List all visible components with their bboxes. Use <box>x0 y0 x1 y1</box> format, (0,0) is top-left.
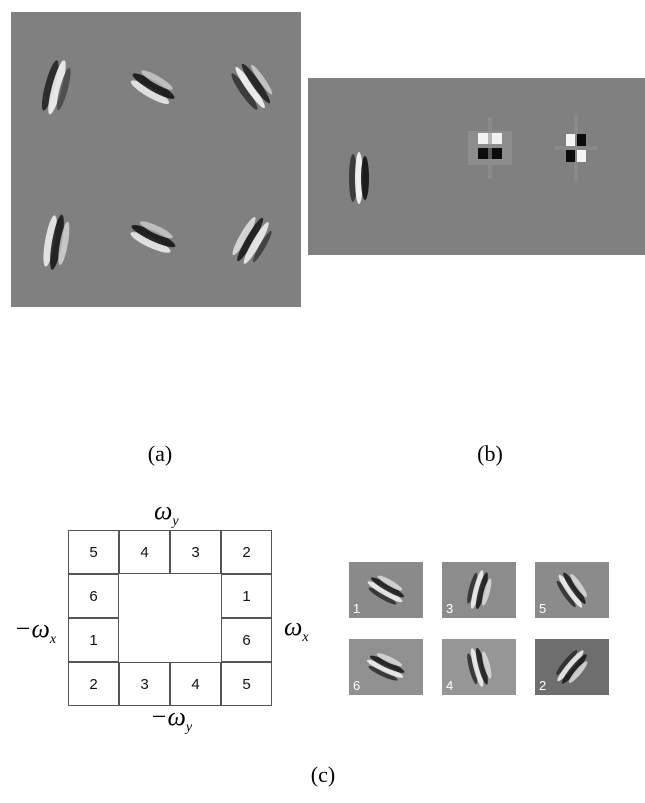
filter-thumbnail-1: 1 <box>349 562 423 618</box>
grid-cell: 5 <box>68 530 119 574</box>
filter-thumbnail-3: 3 <box>442 562 516 618</box>
grid-center <box>119 574 221 662</box>
grid-cell: 2 <box>68 662 119 706</box>
grid-cell: 3 <box>170 530 221 574</box>
caption-a: (a) <box>147 441 173 466</box>
thumbnail-label: 5 <box>539 601 547 616</box>
gabor-thumbnail-icon <box>467 647 492 687</box>
gabor-thumbnail-icon <box>366 653 405 681</box>
gabor-filter-a4 <box>43 214 70 270</box>
gabor-thumbnail-icon <box>367 575 405 605</box>
grid-cell: 5 <box>221 662 272 706</box>
horizontal-filter-b2 <box>468 117 512 179</box>
caption-b: (b) <box>477 441 503 466</box>
grid-cell: 3 <box>119 662 170 706</box>
grid-cell: 6 <box>68 574 119 618</box>
vertical-filter-b1 <box>349 152 369 204</box>
caption-c: (c) <box>310 762 336 787</box>
checker-filter-b3 <box>554 115 598 181</box>
filter-thumbnail-4: 4 <box>442 639 516 695</box>
gabor-thumbnail-icon <box>467 570 492 610</box>
grid-cell: 1 <box>221 574 272 618</box>
gabor-filter-a1 <box>41 60 71 115</box>
grid-cell: 1 <box>68 618 119 662</box>
thumbnail-label: 6 <box>353 678 361 693</box>
grid-cell: 4 <box>170 662 221 706</box>
axis-label-omega-x: ωx <box>284 612 309 646</box>
thumbnail-label: 2 <box>539 678 547 693</box>
thumbnail-label: 4 <box>446 678 454 693</box>
axis-label-neg-omega-x: −ωx <box>14 614 57 648</box>
filter-thumbnail-5: 5 <box>535 562 609 618</box>
gabor-filter-a6 <box>232 216 272 264</box>
filter-thumbnail-6: 6 <box>349 639 423 695</box>
axis-label-neg-omega-y: −ωy <box>150 702 193 736</box>
panel-b-filters <box>308 78 645 255</box>
thumbnail-label: 3 <box>446 601 454 616</box>
gabor-filter-a2 <box>130 70 175 105</box>
filter-thumbnail-2: 2 <box>535 639 609 695</box>
grid-cell: 2 <box>221 530 272 574</box>
panel-a-filters <box>11 12 301 307</box>
thumbnail-label: 1 <box>353 601 361 616</box>
gabor-thumbnail-icon <box>556 650 588 684</box>
gabor-filter-a3 <box>231 63 273 110</box>
grid-cell: 6 <box>221 618 272 662</box>
axis-label-omega-y: ωy <box>154 496 179 530</box>
gabor-filter-a5 <box>130 221 176 253</box>
grid-cell: 4 <box>119 530 170 574</box>
gabor-thumbnail-icon <box>556 572 587 608</box>
